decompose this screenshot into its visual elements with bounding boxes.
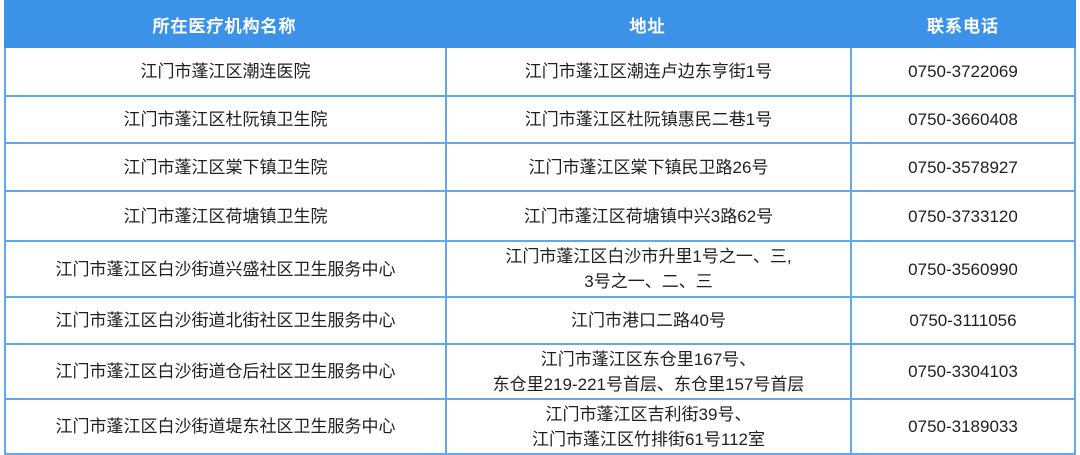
phone-cell: 0750-3578927 (908, 157, 1018, 177)
address-cell: 江门市蓬江区棠下镇民卫路26号 (447, 144, 852, 190)
table-row: 江门市蓬江区杜阮镇卫生院 江门市蓬江区杜阮镇惠民二巷1号 0750-366040… (6, 97, 1074, 144)
institution-cell: 江门市蓬江区白沙街道堤东社区卫生服务中心 (6, 400, 447, 453)
header-cell-phone: 联系电话 (927, 16, 999, 36)
institution-cell: 江门市蓬江区白沙街道兴盛社区卫生服务中心 (6, 242, 447, 296)
table-row: 江门市蓬江区白沙街道北街社区卫生服务中心 江门市港口二路40号 0750-311… (6, 298, 1074, 345)
table-row: 江门市蓬江区白沙街道兴盛社区卫生服务中心 江门市蓬江区白沙市升里1号之一、三, … (6, 242, 1074, 298)
phone-cell: 0750-3304103 (908, 362, 1018, 381)
phone-cell: 0750-3560990 (908, 259, 1018, 279)
phone-cell: 0750-3660408 (908, 110, 1018, 129)
address-cell: 江门市港口二路40号 (447, 298, 852, 343)
institution-cell: 江门市蓬江区杜阮镇卫生院 (6, 97, 447, 142)
institution-cell: 江门市蓬江区荷塘镇卫生院 (6, 192, 447, 240)
table-row: 江门市蓬江区白沙街道仓后社区卫生服务中心 江门市蓬江区东仓里167号、 东仓里2… (6, 345, 1074, 400)
table-row: 江门市蓬江区荷塘镇卫生院 江门市蓬江区荷塘镇中兴3路62号 0750-37331… (6, 192, 1074, 242)
address-cell: 江门市蓬江区东仓里167号、 东仓里219-221号首层、东仓里157号首层 (447, 345, 852, 398)
phone-cell: 0750-3722069 (908, 62, 1018, 81)
address-cell: 江门市蓬江区吉利街39号、 江门市蓬江区竹排街61号112室 (447, 400, 852, 453)
header-cell-address: 地址 (629, 16, 666, 36)
address-cell: 江门市蓬江区荷塘镇中兴3路62号 (447, 192, 852, 240)
address-cell: 江门市蓬江区潮连卢边东亨街1号 (447, 48, 852, 95)
table-header-row: 所在医疗机构名称 地址 联系电话 (4, 0, 1076, 48)
phone-cell: 0750-3111056 (909, 311, 1017, 330)
table-body: 江门市蓬江区潮连医院 江门市蓬江区潮连卢边东亨街1号 0750-3722069 … (4, 48, 1076, 455)
institution-cell: 江门市蓬江区白沙街道仓后社区卫生服务中心 (6, 345, 447, 398)
table-row: 江门市蓬江区潮连医院 江门市蓬江区潮连卢边东亨街1号 0750-3722069 (6, 48, 1074, 97)
address-cell: 江门市蓬江区杜阮镇惠民二巷1号 (447, 97, 852, 142)
phone-cell: 0750-3189033 (908, 417, 1018, 436)
header-cell-institution: 所在医疗机构名称 (152, 16, 297, 36)
hospital-contact-table: 所在医疗机构名称 地址 联系电话 江门市蓬江区潮连医院 江门市蓬江区潮连卢边东亨… (4, 0, 1076, 455)
address-cell: 江门市蓬江区白沙市升里1号之一、三, 3号之一、二、三 (447, 242, 852, 296)
table-row: 江门市蓬江区棠下镇卫生院 江门市蓬江区棠下镇民卫路26号 0750-357892… (6, 144, 1074, 192)
table-row: 江门市蓬江区白沙街道堤东社区卫生服务中心 江门市蓬江区吉利街39号、 江门市蓬江… (6, 400, 1074, 455)
institution-cell: 江门市蓬江区白沙街道北街社区卫生服务中心 (6, 298, 447, 343)
institution-cell: 江门市蓬江区棠下镇卫生院 (6, 144, 447, 190)
phone-cell: 0750-3733120 (908, 206, 1018, 226)
institution-cell: 江门市蓬江区潮连医院 (6, 48, 447, 95)
